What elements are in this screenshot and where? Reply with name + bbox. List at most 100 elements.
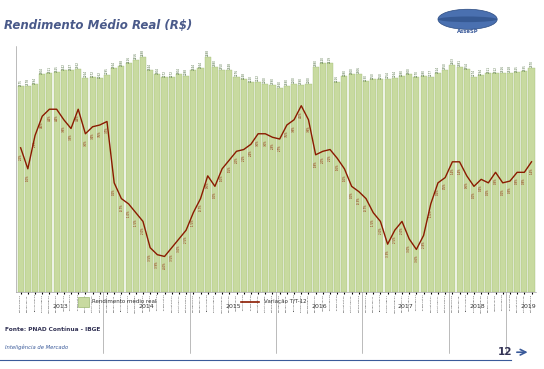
Bar [463, 69, 470, 292]
Bar [82, 78, 89, 292]
Text: 1.4%: 1.4% [529, 167, 534, 174]
Text: -2.0%: -2.0% [141, 227, 145, 234]
Text: 2272: 2272 [170, 70, 174, 77]
Text: 2419: 2419 [328, 56, 332, 63]
Text: -3.5%: -3.5% [170, 253, 174, 261]
Text: 2019: 2019 [520, 304, 536, 309]
Text: 2354: 2354 [465, 62, 469, 69]
Bar [255, 82, 261, 292]
Bar [39, 74, 45, 292]
Text: 2381: 2381 [458, 59, 461, 66]
Text: 0.4%: 0.4% [479, 184, 483, 191]
Text: 2311: 2311 [486, 66, 490, 73]
Bar [183, 76, 189, 292]
Bar [176, 74, 182, 292]
Text: 2318: 2318 [508, 65, 512, 72]
Bar [385, 79, 391, 292]
Text: 4.4%: 4.4% [54, 114, 59, 121]
Text: 2.7%: 2.7% [277, 144, 282, 151]
Text: -2.5%: -2.5% [393, 235, 397, 243]
Text: 2160: 2160 [277, 80, 282, 87]
Text: 2280: 2280 [422, 69, 425, 76]
Bar [126, 63, 132, 292]
Text: 2.8%: 2.8% [270, 142, 275, 149]
Bar [68, 70, 74, 292]
Text: -2.0%: -2.0% [379, 227, 382, 234]
Bar [421, 76, 426, 292]
Text: 0.8%: 0.8% [493, 177, 498, 184]
Text: -0.7%: -0.7% [199, 204, 202, 211]
Text: 4.6%: 4.6% [299, 111, 303, 118]
Text: 0.2%: 0.2% [436, 188, 440, 195]
Bar [111, 68, 118, 292]
Text: -3.3%: -3.3% [386, 249, 390, 257]
Bar [478, 75, 484, 292]
Text: 0.2%: 0.2% [500, 188, 505, 195]
Text: 2220: 2220 [249, 75, 253, 82]
Bar [521, 71, 527, 292]
Text: 2362: 2362 [76, 61, 80, 68]
Bar [471, 77, 477, 292]
Text: 2295: 2295 [105, 68, 109, 75]
Circle shape [438, 9, 497, 30]
Text: 1.0%: 1.0% [220, 174, 224, 181]
Text: 2348: 2348 [227, 62, 231, 69]
Text: 2276: 2276 [234, 69, 238, 76]
Bar [507, 73, 513, 292]
Text: 2364: 2364 [199, 61, 202, 68]
Text: 2190: 2190 [270, 77, 275, 85]
Text: 1.4%: 1.4% [450, 167, 454, 174]
Bar [154, 74, 160, 292]
Text: 2.0%: 2.0% [234, 156, 238, 163]
Bar [269, 85, 276, 292]
Text: 2178: 2178 [26, 79, 30, 86]
Text: 2388: 2388 [119, 59, 123, 66]
Text: 2347: 2347 [69, 62, 73, 69]
Text: 2370: 2370 [529, 61, 534, 68]
Text: 0.2%: 0.2% [112, 188, 116, 195]
Text: -2.8%: -2.8% [422, 241, 425, 248]
Bar [226, 70, 232, 292]
Text: 2403: 2403 [450, 57, 454, 64]
Text: 3.8%: 3.8% [292, 125, 296, 132]
Text: -0.3%: -0.3% [357, 197, 361, 204]
Text: -1.5%: -1.5% [371, 218, 375, 225]
Text: 0.5%: 0.5% [443, 183, 447, 189]
Text: -3.0%: -3.0% [407, 244, 411, 252]
Text: 4.4%: 4.4% [76, 114, 80, 121]
Text: -1.0%: -1.0% [429, 209, 433, 217]
Text: Rendimento médio real: Rendimento médio real [92, 299, 157, 304]
Text: 3.5%: 3.5% [98, 130, 102, 137]
Bar [485, 73, 491, 292]
Text: 2344: 2344 [191, 63, 195, 70]
Text: 2262: 2262 [98, 70, 102, 77]
Text: 2335: 2335 [522, 64, 527, 71]
Text: 2272: 2272 [91, 70, 95, 77]
Text: -0.7%: -0.7% [364, 204, 368, 211]
Text: 2254: 2254 [386, 72, 390, 78]
Bar [356, 74, 362, 292]
Bar [190, 70, 196, 292]
Text: 2316: 2316 [500, 65, 505, 72]
Bar [291, 84, 297, 292]
Text: 2194: 2194 [33, 77, 37, 84]
Text: 2014: 2014 [139, 304, 154, 309]
Text: -2.5%: -2.5% [184, 235, 188, 243]
Bar [413, 77, 419, 292]
Text: 2175: 2175 [18, 79, 23, 86]
Bar [140, 57, 146, 292]
Bar [248, 82, 254, 292]
Text: Variação T/T-12: Variação T/T-12 [264, 299, 306, 304]
Text: 2274: 2274 [472, 69, 476, 76]
Text: 2488: 2488 [141, 49, 145, 56]
Text: 2300: 2300 [350, 67, 354, 74]
Bar [305, 84, 312, 292]
Text: 2222: 2222 [256, 74, 260, 81]
Text: 2294: 2294 [479, 68, 483, 75]
Text: 0.8%: 0.8% [515, 177, 519, 184]
Text: 2016: 2016 [312, 304, 327, 309]
Text: -3.9%: -3.9% [156, 260, 159, 268]
Text: 2488: 2488 [206, 49, 210, 56]
Bar [53, 72, 60, 292]
Bar [75, 69, 81, 292]
